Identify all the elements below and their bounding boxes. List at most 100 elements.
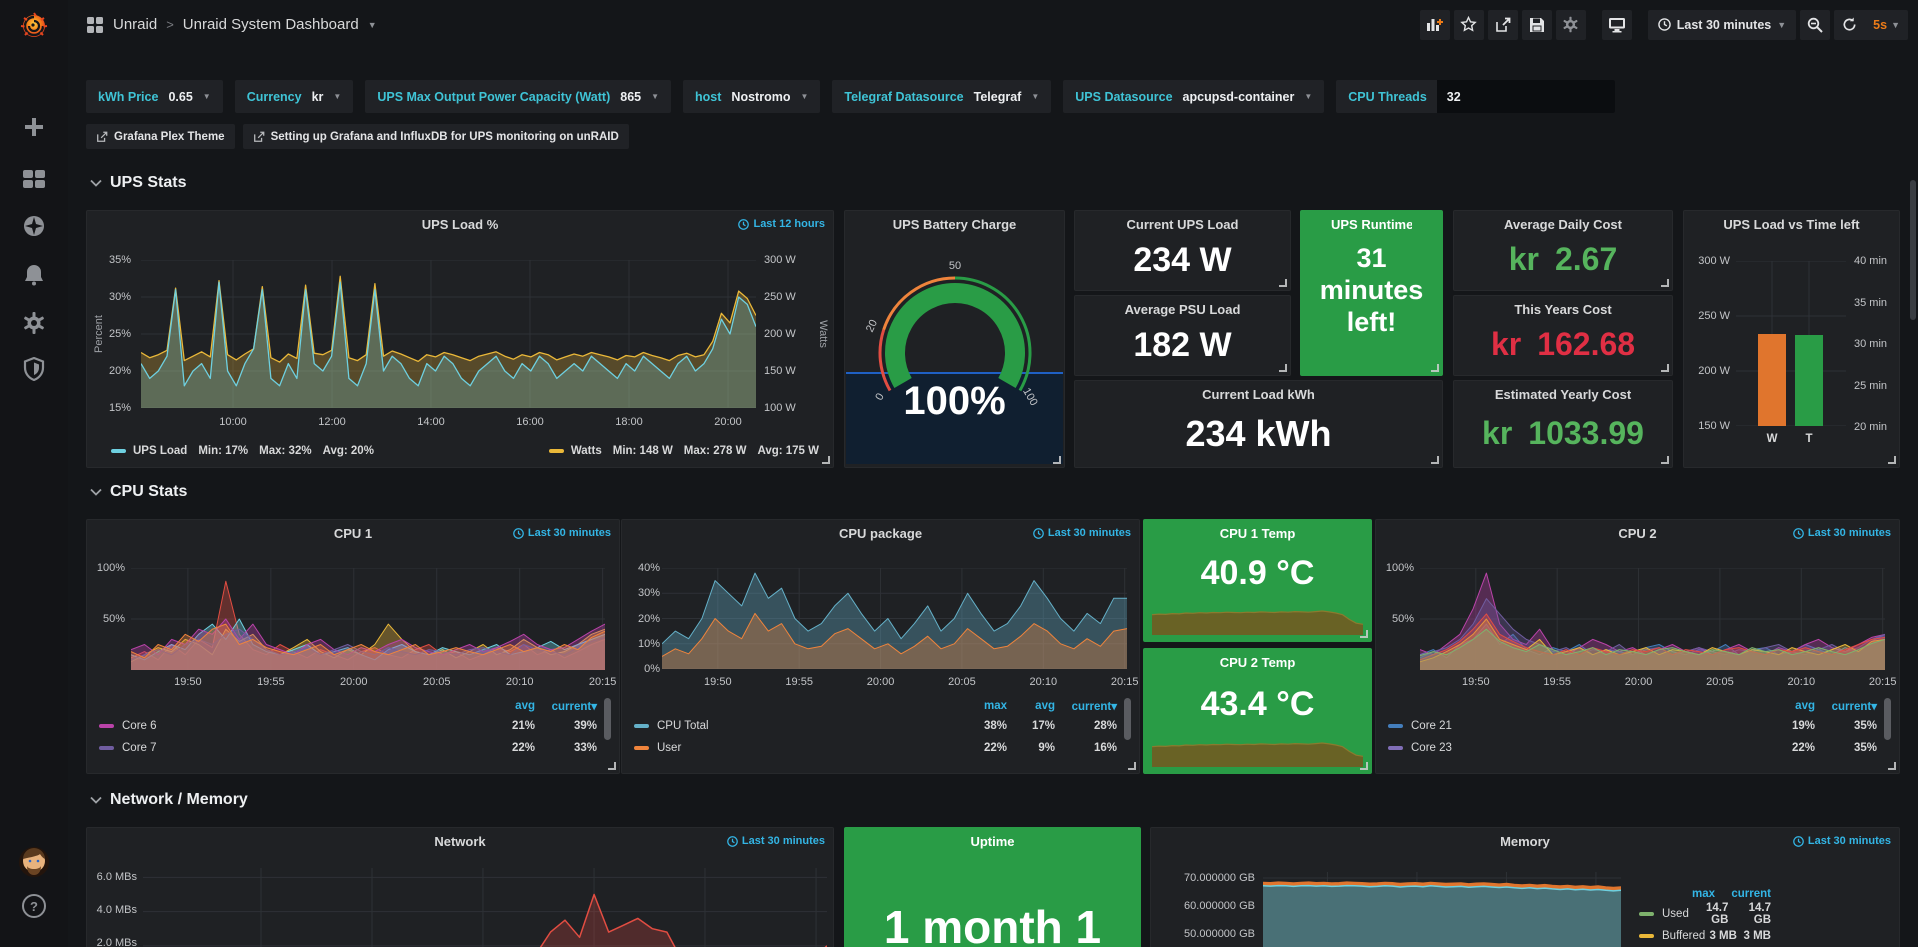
panel-resize-handle[interactable]: [1431, 456, 1439, 464]
panel-resize-handle[interactable]: [1661, 364, 1669, 372]
panel-title[interactable]: CPU 2 Temp: [1219, 655, 1296, 670]
star-button[interactable]: [1453, 9, 1484, 40]
panel-resize-handle[interactable]: [1888, 456, 1896, 464]
panel-title[interactable]: Estimated Yearly Cost: [1494, 387, 1632, 402]
legend-item[interactable]: Core 7 22% 33%: [99, 737, 611, 759]
panel-title[interactable]: Current UPS Load: [1126, 217, 1239, 232]
legend-item[interactable]: Watts Min: 148 W Max: 278 W Avg: 175 W: [548, 445, 819, 457]
refresh-button[interactable]: [1834, 10, 1865, 40]
section-header-network-memory[interactable]: Network / Memory: [90, 791, 248, 809]
legend-item[interactable]: Core 21 19% 35%: [1388, 715, 1891, 737]
legend-item[interactable]: UPS Load Min: 17% Max: 32% Avg: 20%: [111, 445, 374, 457]
scrollbar-thumb[interactable]: [1124, 698, 1131, 740]
admin-shield-icon[interactable]: [23, 357, 45, 381]
dashboard-link[interactable]: Grafana Plex Theme: [86, 124, 235, 149]
apps-grid-icon[interactable]: [86, 16, 104, 34]
share-button[interactable]: [1487, 9, 1518, 40]
panel-resize-handle[interactable]: [1661, 456, 1669, 464]
panel-title[interactable]: CPU 2: [1618, 526, 1657, 541]
panel-title[interactable]: This Years Cost: [1514, 302, 1612, 317]
bar-T[interactable]: [1795, 335, 1823, 426]
panel-time-range[interactable]: Last 30 minutes: [513, 527, 611, 539]
panel-title[interactable]: UPS Battery Charge: [892, 217, 1017, 232]
legend-item[interactable]: User 22% 9% 16%: [634, 737, 1131, 759]
variable-value[interactable]: 0.65: [168, 89, 193, 104]
dashboard-caret-icon[interactable]: ▼: [367, 19, 377, 30]
user-avatar[interactable]: [18, 846, 50, 878]
legend-header-max[interactable]: max: [983, 699, 1007, 712]
variable-value[interactable]: Telegraf: [973, 89, 1022, 104]
panel-resize-handle[interactable]: [1431, 364, 1439, 372]
panel-resize-handle[interactable]: [1888, 762, 1896, 770]
scrollbar-thumb[interactable]: [1884, 698, 1891, 740]
breadcrumb-root[interactable]: Unraid: [113, 16, 158, 33]
memory-chart: [1263, 872, 1621, 947]
panel-title[interactable]: CPU 1: [333, 526, 373, 541]
section-header-cpu[interactable]: CPU Stats: [90, 483, 187, 501]
panel-title[interactable]: Average PSU Load: [1124, 302, 1241, 317]
legend-header-current[interactable]: current▾: [551, 700, 597, 713]
panel-title[interactable]: UPS Load vs Time left: [1723, 217, 1860, 232]
panel-title[interactable]: UPS Load %: [421, 217, 499, 232]
legend-header-current[interactable]: current▾: [1071, 700, 1117, 713]
zoom-out-button[interactable]: [1800, 9, 1831, 40]
legend-header-avg[interactable]: avg: [1795, 699, 1815, 712]
panel-resize-handle[interactable]: [1279, 279, 1287, 287]
dashboard-link[interactable]: Setting up Grafana and InfluxDB for UPS …: [242, 124, 629, 149]
legend-item[interactable]: Core 6 21% 39%: [99, 715, 611, 737]
panel-time-range[interactable]: Last 30 minutes: [1793, 835, 1891, 847]
panel-resize-handle[interactable]: [1128, 762, 1136, 770]
panel-resize-handle[interactable]: [1360, 762, 1368, 770]
dashboard-settings-gear-icon[interactable]: [1555, 9, 1586, 40]
legend-header-current[interactable]: current: [1731, 887, 1771, 900]
refresh-interval-picker[interactable]: 5s ▼: [1865, 10, 1908, 40]
cycle-view-monitor-icon[interactable]: [1601, 9, 1632, 40]
variable-value[interactable]: apcupsd-container: [1182, 89, 1295, 104]
time-range-picker[interactable]: Last 30 minutes ▼: [1647, 9, 1797, 40]
panel-resize-handle[interactable]: [1661, 279, 1669, 287]
panel-time-range[interactable]: Last 30 minutes: [727, 835, 825, 847]
help-icon[interactable]: ?: [21, 893, 47, 919]
add-panel-button[interactable]: [1419, 9, 1450, 40]
variable-input[interactable]: 32: [1436, 80, 1615, 113]
scrollbar-thumb[interactable]: [604, 698, 611, 740]
legend-item[interactable]: Buffered 3 MB 3 MB: [1639, 925, 1771, 947]
page-scrollbar-thumb[interactable]: [1910, 180, 1916, 320]
panel-title[interactable]: Current Load kWh: [1202, 387, 1315, 402]
panel-resize-handle[interactable]: [1279, 364, 1287, 372]
grafana-logo-icon[interactable]: [19, 11, 49, 41]
panel-time-range[interactable]: Last 12 hours: [738, 218, 825, 230]
panel-title[interactable]: CPU 1 Temp: [1219, 526, 1296, 541]
legend-item[interactable]: Used 14.7 GB 14.7 GB: [1639, 902, 1771, 926]
panel-title[interactable]: Network: [434, 834, 486, 849]
panel-resize-handle[interactable]: [1360, 630, 1368, 638]
explore-icon[interactable]: [22, 214, 46, 238]
panel-time-range[interactable]: Last 30 minutes: [1793, 527, 1891, 539]
panel-time-range[interactable]: Last 30 minutes: [1033, 527, 1131, 539]
legend-item[interactable]: Core 23 22% 35%: [1388, 737, 1891, 759]
panel-title[interactable]: Uptime: [970, 834, 1015, 849]
legend-header-avg[interactable]: avg: [515, 699, 535, 712]
panel-title[interactable]: UPS Runtime: [1331, 217, 1412, 232]
panel-resize-handle[interactable]: [608, 762, 616, 770]
alerting-bell-icon[interactable]: [22, 263, 46, 287]
panel-resize-handle[interactable]: [1053, 456, 1061, 464]
dashboard-title[interactable]: Unraid System Dashboard: [182, 16, 359, 33]
bar-W[interactable]: [1758, 334, 1786, 426]
configuration-gear-icon[interactable]: [22, 311, 46, 335]
variable-value[interactable]: kr: [311, 89, 324, 104]
legend-item[interactable]: CPU Total 38% 17% 28%: [634, 715, 1131, 737]
dashboards-icon[interactable]: [22, 168, 46, 190]
variable-value[interactable]: 865: [620, 89, 642, 104]
section-header-ups[interactable]: UPS Stats: [90, 174, 186, 192]
panel-title[interactable]: Average Daily Cost: [1503, 217, 1622, 232]
legend-header-current[interactable]: current▾: [1831, 700, 1877, 713]
legend-header-max[interactable]: max: [1691, 887, 1715, 900]
create-icon[interactable]: [23, 116, 45, 138]
variable-value[interactable]: Nostromo: [731, 89, 791, 104]
save-button[interactable]: [1521, 9, 1552, 40]
panel-resize-handle[interactable]: [822, 456, 830, 464]
panel-title[interactable]: Memory: [1500, 834, 1550, 849]
legend-header-avg[interactable]: avg: [1035, 699, 1055, 712]
panel-title[interactable]: CPU package: [838, 526, 923, 541]
